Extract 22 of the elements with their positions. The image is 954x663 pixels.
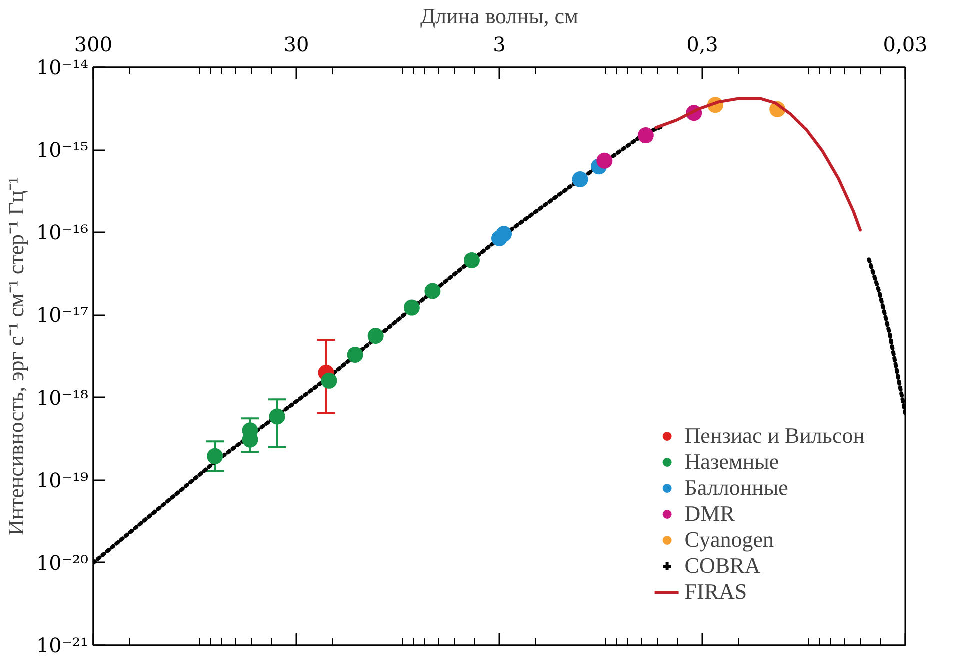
y-tick-label: 10⁻¹⁷ [36, 303, 89, 328]
x-axis-title: Длина волны, см [420, 4, 579, 28]
y-tick-label: 10⁻¹⁵ [36, 138, 89, 162]
legend-label: FIRAS [684, 579, 748, 605]
y-tick-label: 10⁻²¹ [36, 634, 89, 658]
legend-label: Пензиас и Вильсон [684, 423, 865, 449]
legend-label: Cyanogen [684, 527, 774, 553]
x-tick-label: 0,3 [686, 32, 718, 56]
y-tick-label: 10⁻¹⁸ [36, 386, 89, 410]
y-tick-label: 10⁻¹⁶ [36, 220, 89, 245]
legend-label: Баллонные [684, 475, 788, 501]
legend-label: Наземные [684, 449, 780, 475]
legend-label: COBRA [684, 553, 761, 579]
y-tick-label: 10⁻¹⁴ [36, 56, 89, 80]
x-tick-label: 30 [284, 32, 310, 56]
y-tick-label: 10⁻²⁰ [36, 550, 89, 575]
y-axis-title: Интенсивность, эрг с⁻¹ см⁻¹ стер⁻¹ Гц⁻¹ [3, 177, 28, 536]
x-tick-label: 300 [74, 32, 113, 56]
x-tick-label: 0,03 [883, 32, 928, 56]
x-tick-label: 3 [493, 32, 506, 56]
y-tick-label: 10⁻¹⁹ [36, 468, 89, 492]
legend-label: DMR [684, 501, 735, 527]
